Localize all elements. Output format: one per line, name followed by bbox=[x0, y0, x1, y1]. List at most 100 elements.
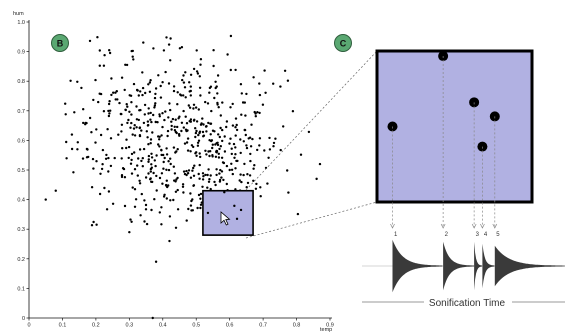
scatter-point bbox=[189, 73, 193, 77]
scatter-point bbox=[266, 182, 269, 185]
scatter-point bbox=[107, 109, 110, 113]
scatter-point bbox=[107, 102, 111, 106]
scatter-point bbox=[189, 89, 192, 93]
scatter-point bbox=[234, 153, 237, 156]
y-tick-label: 0.4 bbox=[17, 198, 25, 204]
scatter-point bbox=[201, 117, 204, 120]
scatter-point bbox=[268, 148, 272, 151]
scatter-point bbox=[82, 121, 85, 125]
scatter-point bbox=[234, 146, 237, 149]
scatter-point bbox=[90, 131, 93, 134]
scatter-point bbox=[187, 207, 190, 211]
scatter-point bbox=[149, 138, 153, 141]
scatter-point bbox=[143, 113, 146, 116]
scatter-point bbox=[173, 129, 177, 132]
scatter-point bbox=[219, 168, 222, 172]
scatter-point bbox=[219, 114, 222, 117]
scatter-point bbox=[186, 172, 190, 175]
scatter-point bbox=[105, 208, 109, 211]
scatter-point bbox=[209, 133, 212, 136]
scatter-point bbox=[291, 110, 295, 113]
scatter-point bbox=[223, 150, 227, 153]
scatter-point bbox=[287, 191, 290, 194]
scatter-point bbox=[160, 148, 163, 152]
scatter-point bbox=[218, 147, 221, 151]
scatter-point bbox=[187, 104, 190, 107]
scatter-point bbox=[176, 125, 179, 129]
scatter-point bbox=[110, 93, 113, 97]
scatter-point bbox=[163, 193, 166, 196]
scatter-point bbox=[138, 179, 141, 182]
scatter-point bbox=[169, 59, 172, 62]
scatter-point bbox=[151, 316, 154, 320]
scatter-point bbox=[120, 157, 123, 160]
scatter-point bbox=[192, 166, 195, 170]
scatter-point bbox=[131, 186, 134, 189]
scatter-point bbox=[107, 170, 110, 173]
scatter-point bbox=[181, 185, 185, 188]
scatter-point bbox=[218, 178, 222, 182]
scatter-point bbox=[217, 106, 220, 109]
scatter-point bbox=[191, 198, 194, 201]
scatter-point bbox=[138, 134, 142, 137]
scatter-point bbox=[247, 137, 250, 140]
scatter-point bbox=[157, 143, 160, 146]
selection-rectangle[interactable] bbox=[202, 189, 254, 236]
scatter-point bbox=[133, 205, 137, 208]
scatter-point bbox=[252, 179, 255, 182]
scatter-point bbox=[283, 69, 287, 73]
scatter-point bbox=[172, 165, 175, 168]
scatter-point bbox=[150, 208, 153, 212]
scatter-point bbox=[160, 153, 163, 157]
x-tick-label: 0.7 bbox=[259, 323, 267, 329]
scatter-point bbox=[197, 172, 200, 176]
scatter-point bbox=[219, 145, 222, 148]
scatter-point bbox=[91, 157, 95, 161]
scatter-point bbox=[150, 152, 153, 155]
panel-c-badge: C bbox=[334, 34, 352, 52]
scatter-point bbox=[254, 115, 257, 118]
scatter-point bbox=[216, 141, 219, 144]
scatter-point bbox=[221, 139, 224, 143]
scatter-point bbox=[126, 121, 129, 125]
scatter-point bbox=[176, 91, 179, 94]
scatter-point bbox=[149, 167, 153, 171]
scatter-point bbox=[221, 128, 224, 132]
scatter-point bbox=[149, 142, 152, 145]
scatter-point bbox=[251, 137, 254, 141]
scatter-point bbox=[192, 107, 195, 110]
scatter-point bbox=[123, 204, 127, 208]
scatter-point bbox=[233, 156, 236, 159]
scatter-point bbox=[190, 144, 194, 147]
scatter-point bbox=[240, 113, 243, 116]
scatter-point bbox=[120, 76, 124, 79]
scatter-point bbox=[201, 172, 205, 175]
scatter-point bbox=[101, 163, 104, 166]
scatter-point bbox=[137, 94, 140, 97]
scatter-point bbox=[142, 121, 146, 125]
scatter-point bbox=[132, 82, 136, 86]
drop-arrow bbox=[471, 223, 477, 229]
scatter-point bbox=[165, 197, 168, 200]
scatter-point bbox=[234, 68, 237, 72]
scatter-point bbox=[221, 101, 224, 104]
scatter-point bbox=[189, 120, 192, 123]
scatter-point bbox=[139, 108, 142, 112]
scatter-point bbox=[231, 124, 235, 127]
scatter-point bbox=[65, 157, 68, 160]
scatter-point bbox=[158, 113, 161, 116]
scatter-point bbox=[150, 120, 153, 124]
scatter-point bbox=[189, 192, 192, 195]
scatter-point bbox=[135, 118, 139, 121]
zoom-connector-top bbox=[245, 50, 378, 191]
note-envelope bbox=[494, 245, 565, 287]
scatter-point bbox=[144, 176, 148, 179]
scatter-point bbox=[176, 148, 179, 151]
scatter-point bbox=[232, 142, 236, 146]
scatter-point bbox=[105, 153, 108, 157]
scatter-point bbox=[129, 126, 132, 129]
scatter-point bbox=[215, 150, 218, 154]
scatter-point bbox=[159, 84, 162, 88]
scatter-point bbox=[166, 185, 169, 189]
scatter-point bbox=[113, 156, 116, 160]
